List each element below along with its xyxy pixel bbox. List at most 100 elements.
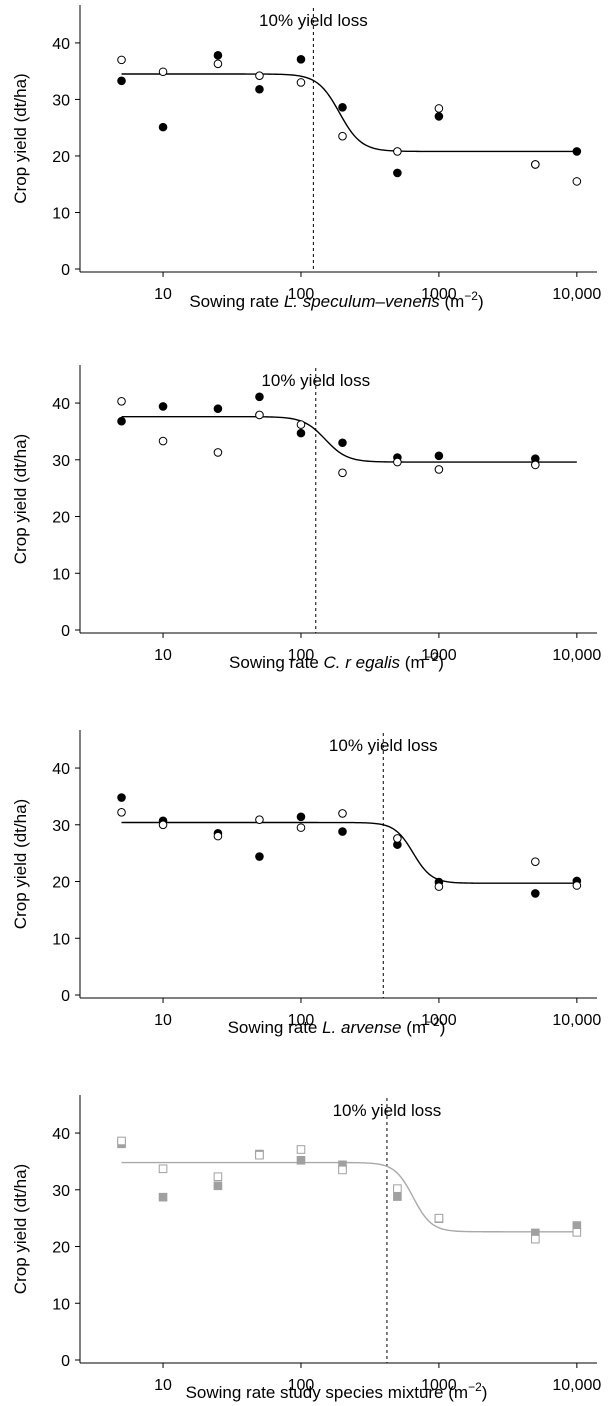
data-point — [531, 460, 540, 470]
y-tick-label: 40 — [52, 396, 70, 413]
data-point — [117, 55, 126, 65]
y-axis-title: Crop yield (dt/ha) — [11, 73, 30, 203]
x-axis-title-unit-close: ) — [440, 1018, 446, 1037]
data-point — [213, 831, 223, 841]
x-tick-label: 10,000 — [552, 1012, 601, 1029]
data-point — [393, 457, 402, 467]
data-point — [572, 177, 582, 186]
x-tick-label: 10 — [154, 1377, 172, 1394]
y-tick-label: 20 — [52, 149, 70, 166]
data-point — [531, 1234, 540, 1244]
x-axis-title-prefix: Sowing rate — [189, 292, 284, 311]
x-tick-label: 1000 — [421, 286, 457, 303]
x-axis-title-unit-exp: −2 — [425, 650, 439, 664]
data-point — [531, 160, 540, 169]
data-point — [255, 71, 264, 80]
x-axis-title-unit-open: (m — [405, 653, 425, 672]
y-axis-title: Crop yield (dt/ha) — [11, 799, 30, 929]
x-axis-title-unit-open: (m — [406, 1018, 426, 1037]
y-axis-title: Crop yield (dt/ha) — [11, 1164, 30, 1294]
data-point — [158, 402, 168, 411]
data-point — [158, 820, 168, 830]
data-point — [434, 104, 444, 113]
data-point — [213, 59, 223, 69]
data-point — [338, 131, 347, 141]
x-tick-label: 100 — [288, 647, 315, 664]
y-tick-label: 30 — [52, 818, 70, 835]
x-axis-title: Sowing rate C. r egalis (m−2) — [229, 650, 444, 672]
data-point — [213, 404, 223, 414]
data-point — [255, 815, 264, 824]
y-tick-label: 20 — [52, 1240, 70, 1257]
y-tick-label: 40 — [52, 36, 70, 53]
y-tick-label: 10 — [52, 1296, 70, 1313]
data-point — [255, 1150, 264, 1160]
data-point — [117, 397, 126, 406]
data-point — [255, 410, 264, 420]
data-point — [393, 1184, 402, 1193]
data-point — [338, 1165, 347, 1175]
x-axis-title-species: L. speculum–veneris — [284, 292, 445, 311]
y-tick-label: 10 — [52, 931, 70, 948]
x-axis-title-unit-exp: −2 — [426, 1015, 440, 1029]
data-point — [296, 1145, 306, 1154]
y-tick-label: 40 — [52, 761, 70, 778]
data-point — [213, 1181, 223, 1191]
data-point — [117, 416, 126, 426]
data-point — [213, 51, 223, 60]
data-point — [296, 55, 306, 64]
x-tick-label: 10 — [154, 647, 172, 664]
threshold-annotation: 10% yield loss — [259, 11, 368, 30]
data-point — [434, 1213, 444, 1223]
x-axis-title-unit-exp: −2 — [464, 289, 478, 303]
x-tick-label: 10,000 — [552, 647, 601, 664]
y-tick-label: 10 — [52, 566, 70, 583]
data-point — [338, 827, 347, 836]
data-point — [434, 451, 444, 461]
data-point — [213, 448, 223, 457]
data-point — [572, 881, 582, 890]
fit-curve — [121, 415, 577, 463]
data-point — [434, 465, 444, 474]
threshold-annotation: 10% yield loss — [261, 371, 370, 390]
x-tick-label: 10,000 — [552, 1377, 601, 1394]
data-point — [338, 438, 347, 448]
threshold-annotation: 10% yield loss — [333, 1101, 442, 1120]
data-point — [393, 147, 402, 156]
data-point — [255, 852, 264, 861]
x-axis-title-unit-close: ) — [482, 1383, 488, 1402]
x-tick-label: 10 — [154, 286, 172, 303]
y-tick-label: 0 — [61, 1353, 70, 1370]
x-axis-title: Sowing rate L. arvense (m−2) — [228, 1015, 446, 1037]
chart-panel-2: 0 10 20 30 40 10 100 1000 10,000 Crop yield (dt/h… — [11, 365, 601, 672]
data-point — [572, 147, 582, 156]
data-point — [434, 112, 444, 121]
x-tick-label: 100 — [288, 1377, 315, 1394]
x-axis-title-species: C. r egalis — [324, 653, 405, 672]
y-tick-label: 10 — [52, 205, 70, 222]
data-point — [255, 84, 264, 94]
data-point — [296, 823, 306, 832]
x-tick-label: 100 — [288, 1012, 315, 1029]
x-axis-title: Sowing rate study species mixture (m−2) — [186, 1380, 488, 1402]
x-tick-label: 1000 — [421, 647, 457, 664]
data-point — [158, 436, 168, 446]
x-axis-title-unit-close: ) — [438, 653, 444, 672]
x-axis-title-prefix: Sowing rate — [229, 653, 324, 672]
y-axis-title: Crop yield (dt/ha) — [11, 434, 30, 564]
x-tick-label: 10 — [154, 1012, 172, 1029]
chart-panel-1: 0 10 20 30 40 10 100 1000 10,000 Crop yield (dt/h… — [11, 5, 601, 311]
data-point — [531, 889, 540, 898]
y-tick-label: 0 — [61, 623, 70, 640]
fit-curve — [121, 1161, 577, 1233]
threshold-annotation: 10% yield loss — [329, 736, 438, 755]
x-tick-label: 100 — [288, 286, 315, 303]
x-axis-title-unit-open: (m — [444, 292, 464, 311]
data-point — [338, 468, 347, 478]
y-tick-label: 20 — [52, 875, 70, 892]
data-point — [296, 78, 306, 87]
data-point — [213, 1172, 223, 1182]
y-tick-label: 40 — [52, 1126, 70, 1143]
data-point — [117, 1136, 126, 1146]
